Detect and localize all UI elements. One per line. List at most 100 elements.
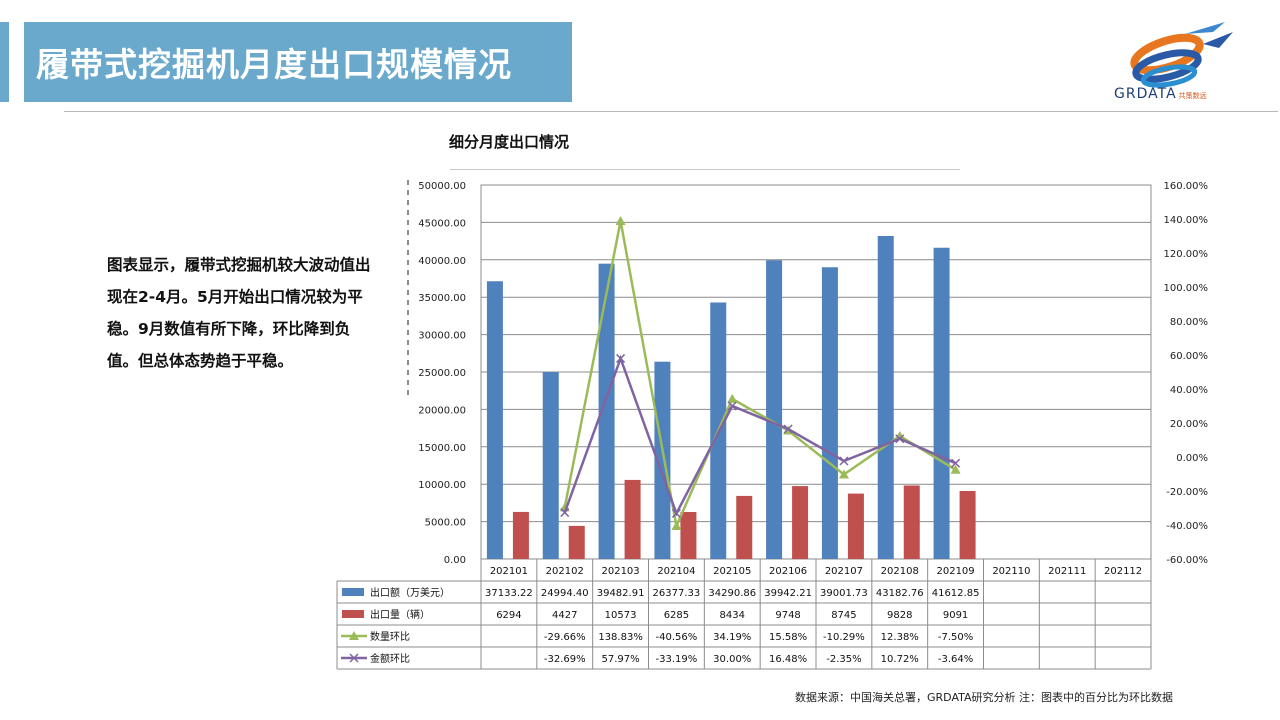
y-right-tick-label: 120.00% — [1164, 249, 1209, 260]
data-cell: 8434 — [720, 610, 745, 621]
bar-export-value — [486, 281, 503, 559]
y-right-tick-label: 0.00% — [1176, 453, 1208, 464]
bar-export-volume — [736, 495, 753, 559]
data-cell: 43182.76 — [876, 588, 924, 599]
data-cell: -7.50% — [938, 632, 973, 643]
chart-title: 细分月度出口情况 — [449, 133, 570, 151]
category-label: 202106 — [769, 566, 807, 577]
data-cell: 4427 — [552, 610, 577, 621]
description-text: 图表显示，履带式挖掘机较大波动值出现在2-4月。5月开始出口情况较为平稳。9月数… — [107, 256, 371, 370]
header-divider — [64, 111, 1278, 112]
legend-label: 数量环比 — [370, 630, 410, 643]
data-cell: -32.69% — [544, 654, 586, 665]
line-series — [559, 215, 961, 531]
data-cell: -33.19% — [656, 654, 698, 665]
data-cell: 41612.85 — [932, 588, 980, 599]
marker-amount-mom — [560, 508, 570, 518]
data-cell: -3.64% — [938, 654, 973, 665]
category-label: 202110 — [992, 566, 1030, 577]
y-left-tick-label: 30000.00 — [418, 331, 466, 342]
marker-amount-mom — [951, 458, 961, 468]
category-label: 202108 — [881, 566, 919, 577]
y-left-tick-label: 20000.00 — [418, 405, 466, 416]
source-note: 数据来源：中国海关总署，GRDATA研究分析 注：图表中的百分比为环比数据 — [795, 691, 1173, 704]
y-right-tick-label: -60.00% — [1166, 555, 1208, 566]
legend-label: 出口额（万美元） — [370, 586, 450, 599]
y-left-tick-label: 5000.00 — [425, 518, 466, 529]
page-title: 履带式挖掘机月度出口规模情况 — [36, 45, 512, 84]
category-label: 202107 — [825, 566, 863, 577]
data-cell: 26377.33 — [653, 588, 701, 599]
bar-export-volume — [959, 490, 976, 559]
line-qty-mom — [563, 220, 957, 531]
y-left-tick-label: 35000.00 — [418, 293, 466, 304]
data-cell: 6294 — [496, 610, 521, 621]
logo-text: GRDATA — [1114, 86, 1177, 102]
logo-subtext: 共策数远 — [1178, 92, 1207, 100]
data-cell: 6285 — [664, 610, 689, 621]
bar-export-volume — [903, 485, 920, 559]
bar-export-value — [542, 372, 559, 559]
data-cell: 34.19% — [713, 632, 751, 643]
category-label: 202103 — [601, 566, 639, 577]
y-right-tick-label: 40.00% — [1170, 385, 1208, 396]
data-cell: 10.72% — [881, 654, 919, 665]
data-cell: 39001.73 — [820, 588, 868, 599]
bar-export-volume — [847, 493, 864, 559]
data-cell: -10.29% — [823, 632, 865, 643]
legend-key-marker — [349, 631, 359, 640]
legend-label: 金额环比 — [370, 652, 410, 665]
axes: 0.00 5000.00 10000.00 15000.00 20000.00 25000… — [407, 180, 1209, 566]
y-left-tick-label: 50000.00 — [418, 181, 466, 192]
y-left-tick-label: 15000.00 — [418, 443, 466, 454]
data-cell: 37133.22 — [485, 588, 533, 599]
bars — [486, 235, 976, 559]
data-cell: 10573 — [605, 610, 637, 621]
data-cell: -2.35% — [826, 654, 861, 665]
marker-qty-mom — [838, 469, 849, 479]
bar-export-value — [877, 235, 894, 559]
bar-export-volume — [568, 525, 585, 559]
data-cell: 16.48% — [769, 654, 807, 665]
y-right-tick-label: 100.00% — [1164, 283, 1209, 294]
y-right-tick-label: 140.00% — [1164, 215, 1209, 226]
y-right-tick-label: -20.00% — [1166, 487, 1208, 498]
y-right-tick-label: 160.00% — [1164, 181, 1209, 192]
y-right-tick-label: 80.00% — [1170, 317, 1208, 328]
bar-export-value — [766, 260, 783, 559]
data-cell: 8745 — [831, 610, 856, 621]
chart-title-divider — [450, 169, 960, 170]
data-cell: -29.66% — [544, 632, 586, 643]
title-accent-bar — [0, 22, 9, 102]
category-label: 202109 — [936, 566, 974, 577]
data-cell: 138.83% — [598, 632, 643, 643]
legend-key-marker — [349, 653, 359, 663]
bar-export-value — [654, 361, 671, 559]
gridlines — [480, 184, 1152, 560]
legend-key — [342, 588, 364, 596]
marker-qty-mom — [950, 464, 961, 474]
bar-export-value — [933, 247, 950, 559]
bar-export-volume — [624, 479, 641, 559]
y-left-tick-label: 0.00 — [444, 555, 466, 566]
marker-qty-mom — [615, 215, 626, 225]
category-label: 202112 — [1104, 566, 1142, 577]
marker-qty-mom — [894, 430, 905, 440]
bar-export-volume — [680, 511, 697, 559]
data-cell: 24994.40 — [541, 588, 589, 599]
title-band: 履带式挖掘机月度出口规模情况 — [24, 22, 572, 102]
bar-export-value — [821, 267, 838, 559]
marker-amount-mom — [839, 456, 849, 466]
data-cell: 30.00% — [713, 654, 751, 665]
grdata-logo-icon — [1130, 22, 1233, 88]
data-cell: -40.56% — [656, 632, 698, 643]
data-table: 202101 202102 202103 202104 202105 202106 2021… — [336, 559, 1152, 670]
data-cell: 39482.91 — [597, 588, 645, 599]
data-cell: 12.38% — [881, 632, 919, 643]
data-cell: 9748 — [775, 610, 800, 621]
data-cell: 9828 — [887, 610, 912, 621]
category-label: 202104 — [657, 566, 695, 577]
marker-amount-mom — [895, 434, 905, 444]
marker-amount-mom — [671, 508, 681, 518]
